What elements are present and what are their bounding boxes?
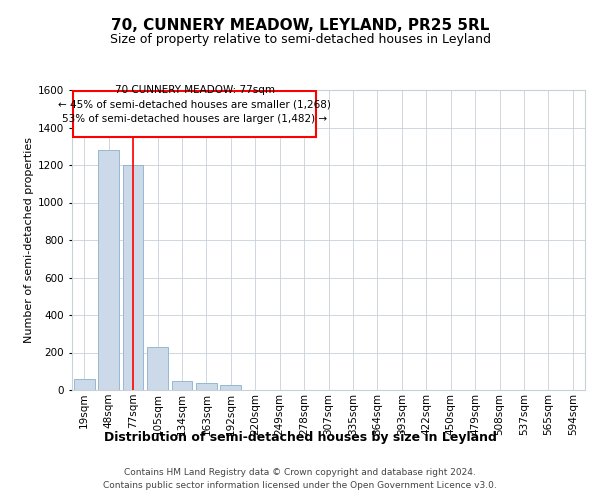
Bar bbox=[220, 386, 241, 390]
Text: Contains public sector information licensed under the Open Government Licence v3: Contains public sector information licen… bbox=[103, 480, 497, 490]
Bar bbox=[98, 150, 119, 390]
Y-axis label: Number of semi-detached properties: Number of semi-detached properties bbox=[24, 137, 34, 343]
Text: 70, CUNNERY MEADOW, LEYLAND, PR25 5RL: 70, CUNNERY MEADOW, LEYLAND, PR25 5RL bbox=[111, 18, 489, 32]
Bar bbox=[172, 380, 193, 390]
Bar bbox=[147, 347, 168, 390]
Text: Distribution of semi-detached houses by size in Leyland: Distribution of semi-detached houses by … bbox=[104, 431, 496, 444]
Bar bbox=[74, 379, 95, 390]
Text: Size of property relative to semi-detached houses in Leyland: Size of property relative to semi-detach… bbox=[110, 32, 491, 46]
Text: 70 CUNNERY MEADOW: 77sqm
← 45% of semi-detached houses are smaller (1,268)
53% o: 70 CUNNERY MEADOW: 77sqm ← 45% of semi-d… bbox=[58, 84, 331, 124]
Bar bbox=[122, 165, 143, 390]
Text: Contains HM Land Registry data © Crown copyright and database right 2024.: Contains HM Land Registry data © Crown c… bbox=[124, 468, 476, 477]
Bar bbox=[73, 91, 316, 137]
Bar bbox=[196, 384, 217, 390]
